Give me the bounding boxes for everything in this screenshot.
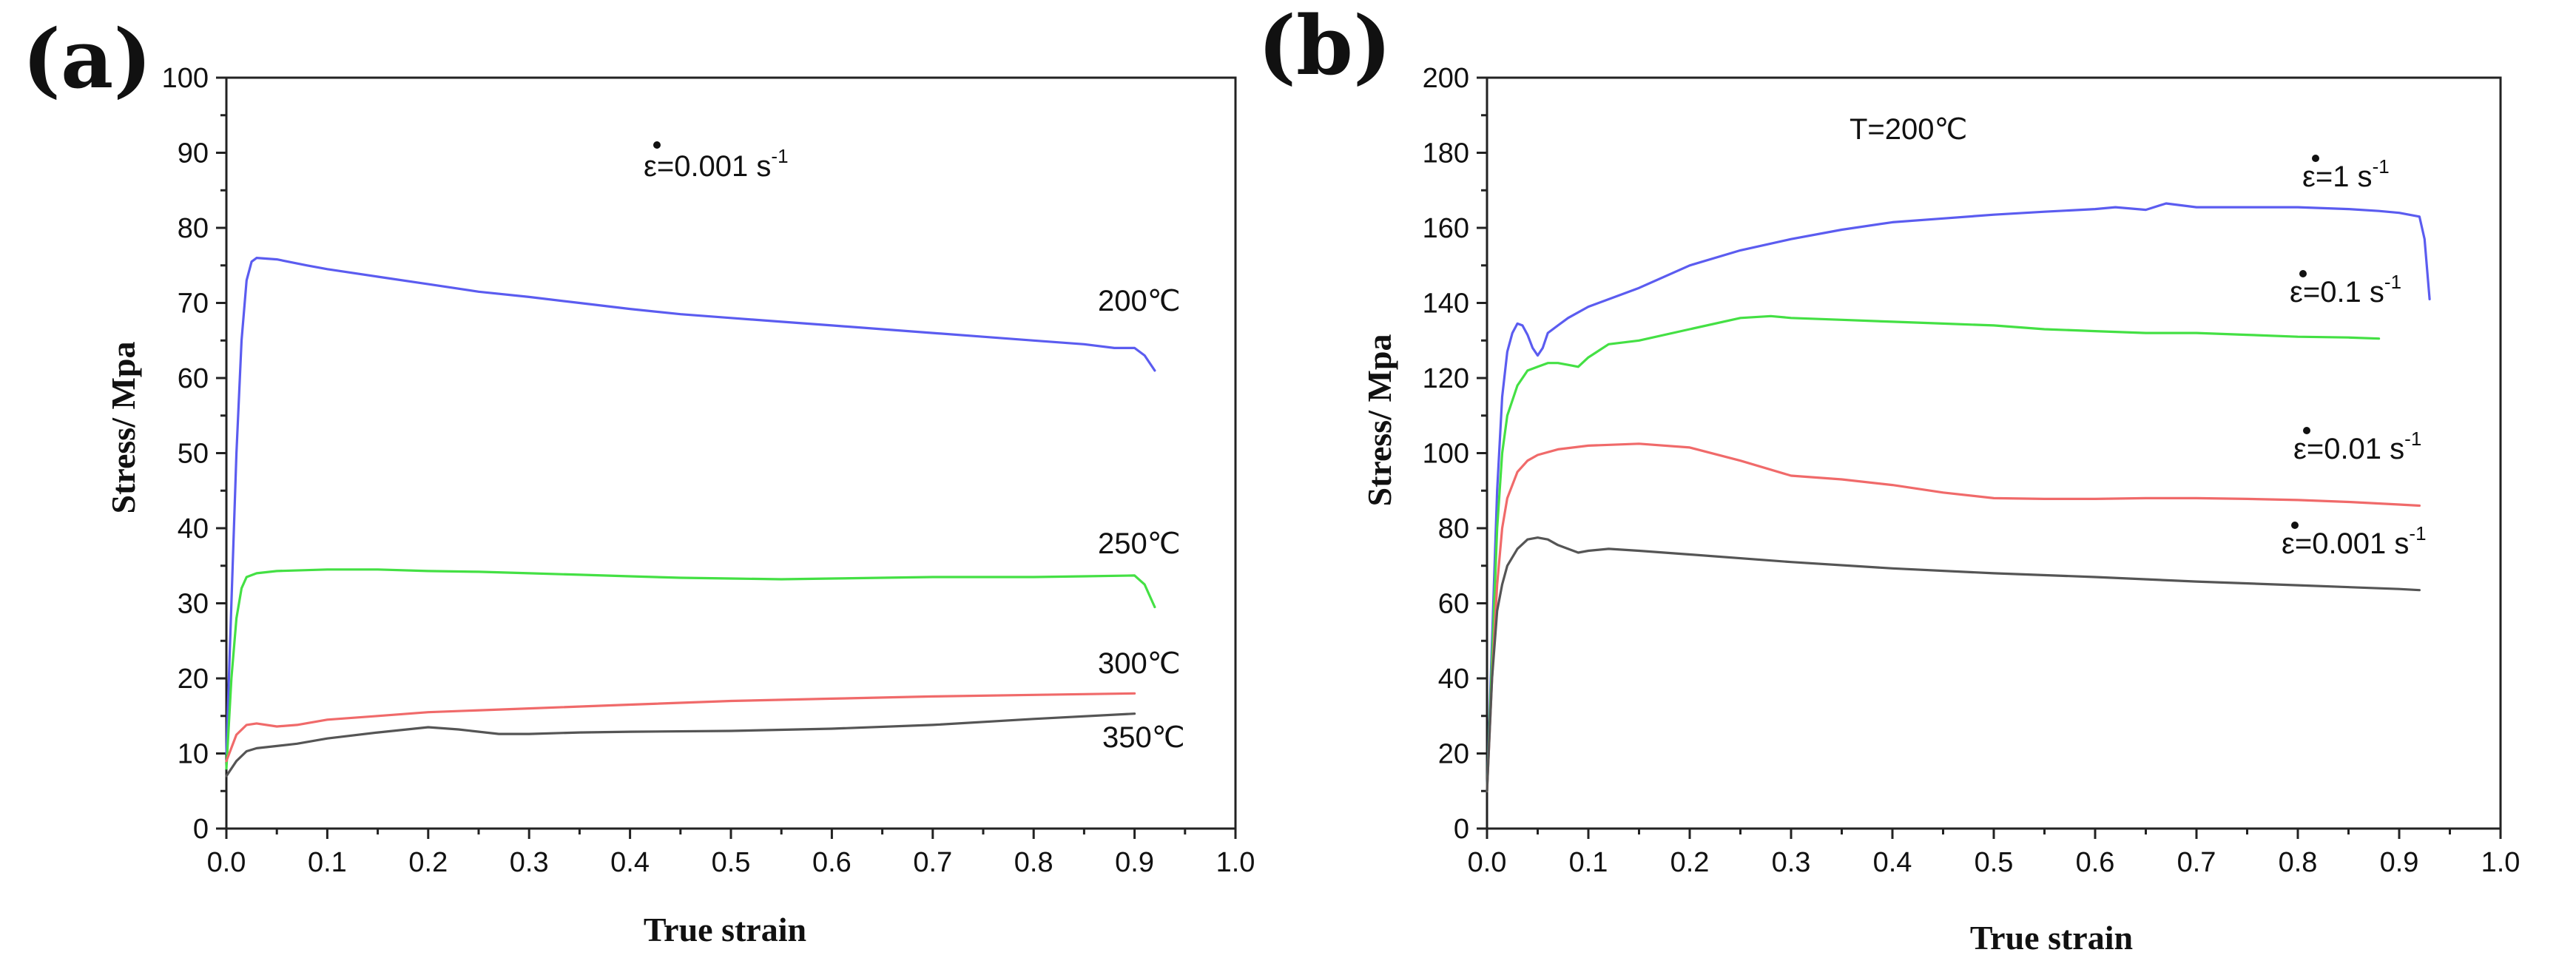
panel-b-ytick-label: 80: [1438, 513, 1469, 544]
panel-a-series: [225, 257, 1156, 778]
panel-a-xtick-label: 0.7: [913, 847, 952, 878]
panel-b: (b) 0.0 0.1 0.2 0.3 0.4 0.5 0.6 0.7 0.8 0.9 1.0 0 20…: [1258, 0, 2520, 957]
panel-b-ytick-label: 40: [1438, 664, 1469, 695]
panel-b-label-2-text: ε=0.1 s-1: [2290, 271, 2401, 308]
panel-b-xtick-label: 0.1: [1569, 847, 1608, 878]
panel-b-ytick-label: 60: [1438, 589, 1469, 620]
strain-rate-dot-icon: [2312, 155, 2319, 162]
panel-a-xtick-label: 1.0: [1216, 847, 1255, 878]
panel-a-ytick-label: 70: [178, 289, 209, 320]
panel-a-label: (a): [22, 11, 152, 107]
label-rate-0.01-sup: -1: [2404, 428, 2421, 450]
panel-a-condition-text: ε=0.001 s-1: [644, 145, 789, 183]
panel-a-condition: ε=0.001 s-1: [644, 141, 789, 183]
panel-a-xtick-label: 0.8: [1014, 847, 1053, 878]
panel-b-xtick-label: 0.9: [2380, 847, 2419, 878]
panel-a-ytick-label: 80: [178, 213, 209, 244]
panel-a-ticks: 0.0 0.1 0.2 0.3 0.4 0.5 0.6 0.7 0.8 0.9 1.0 0 10 20 30…: [162, 63, 1255, 878]
panel-b-label-3: ε=0.01 s-1: [2293, 427, 2421, 465]
panel-a-ytick-label: 60: [178, 363, 209, 394]
label-rate-0.01: ε=0.01 s: [2293, 433, 2404, 465]
strain-rate-dot-icon: [653, 141, 661, 149]
strain-rate-dot-icon: [2299, 270, 2307, 277]
panel-a-xtick-label: 0.3: [510, 847, 549, 878]
panel-a-ytick-label: 0: [193, 814, 209, 845]
panel-a-ytick-label: 10: [178, 739, 209, 770]
panel-b-xtick-label: 0.5: [1975, 847, 2014, 878]
panel-a-xtick-label: 0.5: [712, 847, 751, 878]
panel-a-xtick-label: 0.4: [610, 847, 650, 878]
panel-a: (a) 0.0 0.1 0.2 0.3 0.4 0.5 0.6 0.7 0.8 0.9 1.0 0 10…: [22, 11, 1255, 948]
panel-b-title: T=200℃: [1850, 113, 1967, 146]
panel-b-series: [1486, 202, 2431, 792]
panel-b-xtick-label: 0.6: [2076, 847, 2115, 878]
label-rate-1: ε=1 s: [2302, 161, 2373, 193]
panel-a-series-line-1: [225, 257, 1156, 755]
panel-b-xtick-label: 0.7: [2177, 847, 2216, 878]
panel-a-ytick-label: 100: [162, 63, 209, 94]
panel-a-ylabel: Stress/ Mpa: [104, 342, 142, 514]
panel-a-ytick-label: 90: [178, 138, 209, 169]
panel-b-ticks: 0.0 0.1 0.2 0.3 0.4 0.5 0.6 0.7 0.8 0.9 1.0 0 20 40 60…: [1423, 63, 2521, 878]
panel-b-series-line-1: [1486, 202, 2431, 792]
strain-rate-dot-icon: [2291, 522, 2299, 529]
panel-a-ytick-label: 40: [178, 513, 209, 544]
label-rate-0.1-sup: -1: [2384, 271, 2401, 293]
panel-a-ytick-label: 30: [178, 589, 209, 620]
panel-b-ytick-label: 140: [1423, 289, 1469, 320]
panel-a-condition-sup: -1: [771, 145, 788, 167]
panel-b-xlabel: True strain: [1970, 919, 2133, 957]
panel-b-label-1-text: ε=1 s-1: [2302, 155, 2390, 193]
panel-a-series-line-4: [225, 712, 1136, 778]
panel-a-xlabel: True strain: [644, 911, 806, 948]
label-300C: 300℃: [1098, 647, 1181, 680]
panel-b-label-3-text: ε=0.01 s-1: [2293, 428, 2421, 465]
label-rate-0.001: ε=0.001 s: [2282, 527, 2409, 560]
panel-a-ytick-label: 50: [178, 439, 209, 470]
panel-a-xtick-label: 0.1: [308, 847, 347, 878]
panel-a-xtick-label: 0.2: [408, 847, 448, 878]
panel-b-ytick-label: 0: [1454, 814, 1469, 845]
label-rate-0.001-sup: -1: [2409, 522, 2426, 544]
panel-b-xtick-label: 0.3: [1772, 847, 1811, 878]
panel-b-ytick-label: 20: [1438, 739, 1469, 770]
panel-b-ytick-label: 100: [1423, 439, 1469, 470]
panel-b-ytick-label: 200: [1423, 63, 1469, 94]
panel-b-series-line-2: [1486, 314, 2381, 792]
strain-rate-dot-icon: [2303, 427, 2310, 434]
panel-a-condition-main: ε=0.001 s: [644, 150, 771, 183]
panel-b-series-line-3: [1486, 442, 2421, 792]
label-rate-0.1: ε=0.1 s: [2290, 276, 2384, 308]
panel-b-series-line-4: [1486, 536, 2421, 792]
panel-b-ytick-label: 180: [1423, 138, 1469, 169]
panel-a-series-line-2: [225, 568, 1156, 770]
panel-b-xtick-label: 0.8: [2279, 847, 2318, 878]
panel-b-label: (b): [1258, 0, 1392, 93]
panel-a-series-line-3: [225, 692, 1136, 763]
label-350C: 350℃: [1102, 721, 1185, 754]
panel-b-ytick-label: 160: [1423, 213, 1469, 244]
panel-b-label-2: ε=0.1 s-1: [2290, 270, 2401, 308]
panel-a-ytick-label: 20: [178, 664, 209, 695]
label-rate-1-sup: -1: [2373, 155, 2390, 178]
label-250C: 250℃: [1098, 527, 1181, 560]
panel-a-xtick-label: 0.6: [812, 847, 852, 878]
panel-b-label-4-text: ε=0.001 s-1: [2282, 522, 2427, 560]
panel-a-xtick-label: 0.0: [207, 847, 246, 878]
panel-a-xtick-label: 0.9: [1115, 847, 1154, 878]
panel-b-ytick-label: 120: [1423, 363, 1469, 394]
panel-b-ylabel: Stress/ Mpa: [1361, 334, 1398, 507]
panel-b-xtick-label: 1.0: [2481, 847, 2521, 878]
panel-b-xtick-label: 0.2: [1670, 847, 1710, 878]
panel-b-xtick-label: 0.4: [1873, 847, 1912, 878]
panel-b-label-1: ε=1 s-1: [2302, 155, 2390, 193]
label-200C: 200℃: [1098, 285, 1181, 317]
panel-b-label-4: ε=0.001 s-1: [2282, 522, 2427, 560]
panel-b-xtick-label: 0.0: [1468, 847, 1507, 878]
